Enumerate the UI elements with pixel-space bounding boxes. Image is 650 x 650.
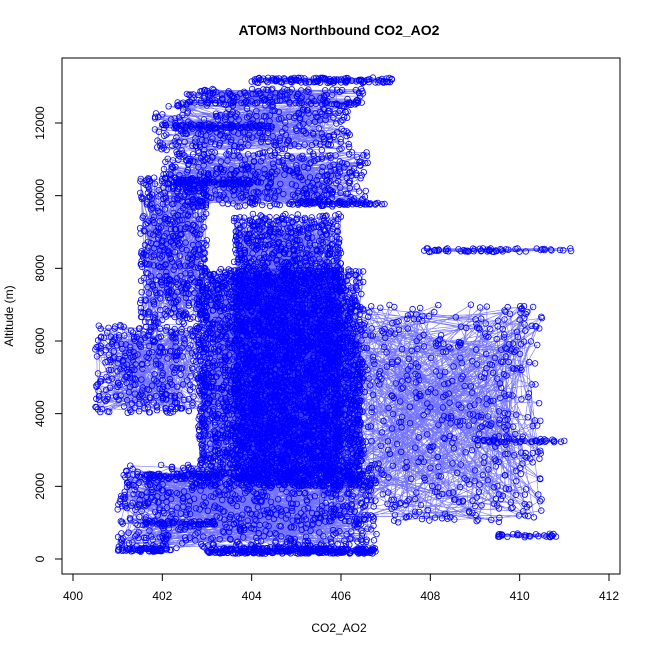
data-point xyxy=(149,547,156,554)
data-point xyxy=(267,498,275,505)
data-point xyxy=(216,491,223,498)
data-point xyxy=(290,524,298,531)
data-point xyxy=(358,545,366,553)
data-point xyxy=(287,550,294,557)
data-point xyxy=(133,542,140,550)
data-point xyxy=(347,549,354,556)
data-point xyxy=(143,541,150,549)
data-point xyxy=(308,521,316,528)
data-point xyxy=(248,542,256,549)
data-point xyxy=(289,507,296,515)
data-point xyxy=(222,547,229,554)
data-point xyxy=(302,533,310,540)
data-point xyxy=(221,546,229,554)
data-point xyxy=(114,547,122,554)
data-point xyxy=(218,547,226,554)
data-point xyxy=(345,517,353,525)
data-point xyxy=(119,547,126,554)
data-point xyxy=(130,490,137,498)
data-point xyxy=(336,528,343,535)
data-point xyxy=(262,548,269,555)
data-point xyxy=(338,548,345,556)
data-point xyxy=(270,549,277,556)
data-point xyxy=(285,548,293,556)
data-point xyxy=(336,548,343,555)
data-point xyxy=(312,547,319,555)
plot-area xyxy=(92,74,575,557)
data-point xyxy=(136,547,143,554)
data-point xyxy=(302,489,309,496)
data-point xyxy=(361,511,368,519)
data-point xyxy=(235,495,242,502)
data-point xyxy=(262,521,269,528)
data-point xyxy=(274,496,282,503)
data-point xyxy=(338,548,346,555)
data-point xyxy=(232,549,239,556)
data-point xyxy=(258,548,265,555)
chart-title: ATOM3 Northbound CO2_AO2 xyxy=(239,22,440,38)
data-point xyxy=(292,549,299,556)
data-point xyxy=(261,493,268,500)
data-point xyxy=(253,534,260,542)
data-point xyxy=(241,524,248,532)
data-point xyxy=(346,549,353,557)
data-point xyxy=(238,548,245,555)
data-point xyxy=(167,546,175,554)
data-point xyxy=(167,495,175,503)
data-point xyxy=(205,548,212,556)
data-point xyxy=(328,547,335,554)
data-point xyxy=(287,540,294,547)
data-point xyxy=(216,549,224,556)
data-point xyxy=(208,549,215,556)
data-point xyxy=(355,550,362,557)
data-point xyxy=(244,549,251,557)
data-point xyxy=(168,463,176,470)
data-point xyxy=(226,546,234,554)
data-point xyxy=(233,502,241,510)
data-point xyxy=(285,495,292,502)
